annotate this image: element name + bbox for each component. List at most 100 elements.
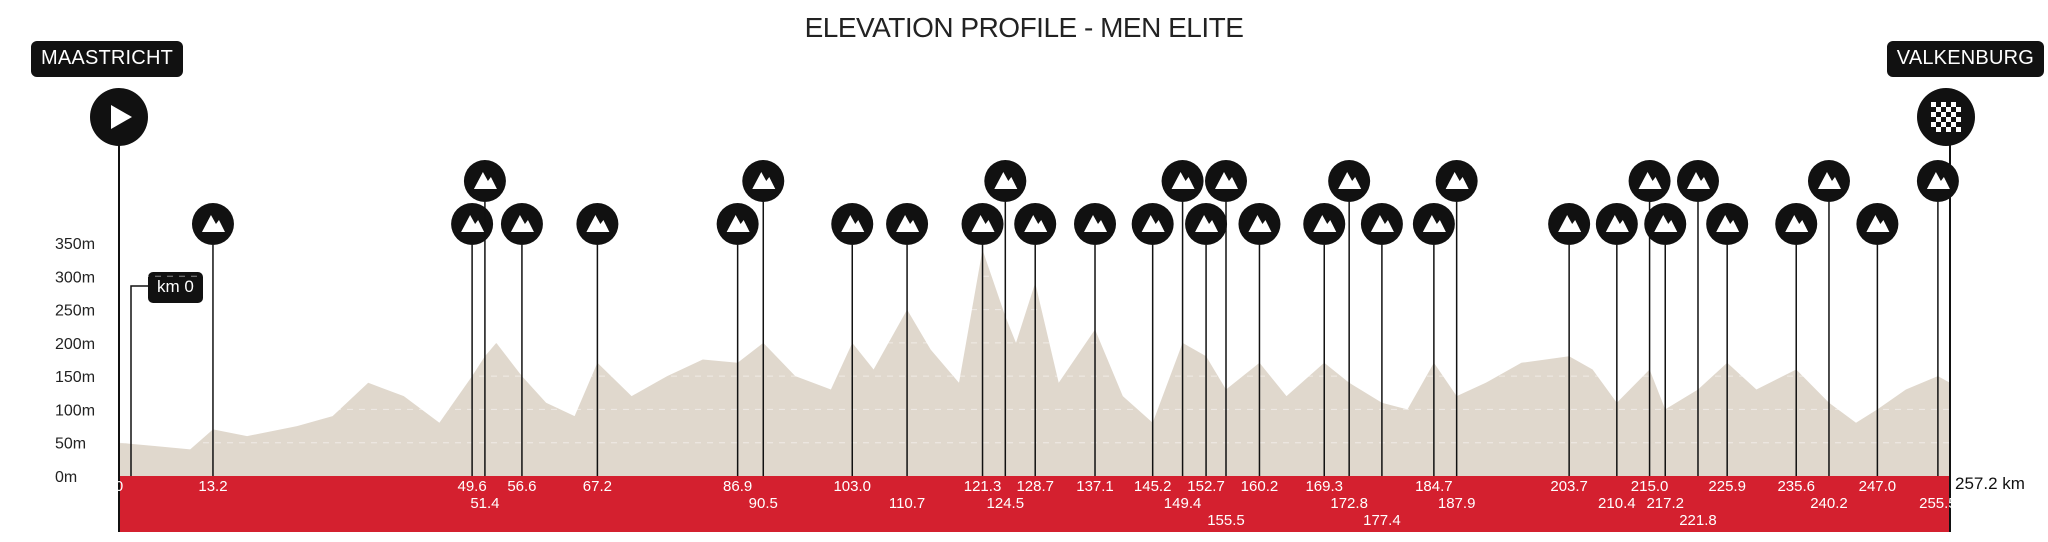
checkered-flag-square	[1951, 102, 1956, 107]
mountain-icon	[1084, 215, 1108, 232]
mountain-icon	[1024, 215, 1048, 232]
mountain-icon	[510, 215, 534, 232]
km-label: 90.5	[749, 495, 778, 512]
km-label: 247.0	[1859, 478, 1897, 495]
baseline-band	[119, 476, 1950, 532]
km-label: 110.7	[889, 495, 925, 512]
km-label: 215.0	[1631, 478, 1669, 495]
mountain-icon	[752, 172, 776, 189]
mountain-icon	[971, 215, 995, 232]
mountain-icon	[1654, 215, 1678, 232]
mountain-icon	[1171, 172, 1195, 189]
mountain-icon	[1558, 215, 1582, 232]
checkered-flag-square	[1941, 102, 1946, 107]
y-tick-label: 250m	[55, 303, 95, 320]
km-label: 177.4	[1363, 512, 1401, 529]
km-label: 160.2	[1241, 478, 1279, 495]
km-label: 169.3	[1305, 478, 1343, 495]
mountain-icon	[1215, 172, 1239, 189]
mountain-icon	[1195, 215, 1219, 232]
checkered-flag-square	[1956, 127, 1961, 132]
km-label: 86.9	[723, 478, 752, 495]
y-tick-label: 150m	[55, 369, 95, 386]
checkered-flag-square	[1941, 122, 1946, 127]
checkered-flag-square	[1956, 107, 1961, 112]
mountain-icon	[1141, 215, 1165, 232]
checkered-flag-square	[1936, 107, 1941, 112]
km-label: 210.4	[1598, 495, 1636, 512]
km0-connector	[130, 285, 148, 476]
km-label: 203.7	[1550, 478, 1588, 495]
km-label: 49.6	[457, 478, 486, 495]
km-label: 137.1	[1076, 478, 1114, 495]
checkered-flag-square	[1936, 117, 1941, 122]
mountain-icon	[1638, 172, 1662, 189]
checkered-flag-square	[1931, 102, 1936, 107]
checkered-flag-square	[1936, 127, 1941, 132]
checkered-flag-square	[1946, 107, 1951, 112]
km-label: 124.5	[987, 495, 1025, 512]
y-tick-label: 0m	[55, 469, 77, 486]
y-tick-label: 200m	[55, 336, 95, 353]
mountain-icon	[1817, 172, 1841, 189]
checkered-flag-square	[1946, 127, 1951, 132]
finish-location-label: VALKENBURG	[1886, 41, 2044, 77]
km-label: 128.7	[1016, 478, 1054, 495]
mountain-icon	[1605, 215, 1629, 232]
mountain-icon	[1248, 215, 1272, 232]
play-icon	[111, 105, 132, 129]
km-label: 51.4	[470, 495, 499, 512]
checkered-flag-square	[1951, 112, 1956, 117]
mountain-icon	[586, 215, 610, 232]
mountain-icon	[1422, 215, 1446, 232]
km-label: 255.5	[1919, 495, 1957, 512]
y-tick-label: 300m	[55, 269, 95, 286]
mountain-icon	[994, 172, 1018, 189]
km-label: 67.2	[583, 478, 612, 495]
mountain-icon	[896, 215, 920, 232]
mountain-icon	[1338, 172, 1362, 189]
mountain-icon	[1313, 215, 1337, 232]
y-tick-label: 50m	[55, 436, 86, 453]
km-label: 155.5	[1207, 512, 1245, 529]
km-label: 13.2	[198, 478, 227, 495]
mountain-icon	[1686, 172, 1710, 189]
km-label: 225.9	[1708, 478, 1746, 495]
mountain-icon	[461, 215, 485, 232]
km-label: 152.7	[1187, 478, 1225, 495]
checkered-flag-square	[1931, 112, 1936, 117]
km-label: 121.3	[964, 478, 1002, 495]
start-location-label: MAASTRICHT	[31, 41, 183, 77]
km-label: 240.2	[1810, 495, 1848, 512]
km-label: 149.4	[1164, 495, 1202, 512]
km0-label: km 0	[148, 272, 203, 303]
checkered-flag-square	[1931, 122, 1936, 127]
km-label: 221.8	[1679, 512, 1717, 529]
km-label: 217.2	[1646, 495, 1684, 512]
km-label: 56.6	[507, 478, 536, 495]
km-label: 172.8	[1330, 495, 1368, 512]
mountain-icon	[1866, 215, 1890, 232]
chart-title: ELEVATION PROFILE - MEN ELITE	[804, 12, 1244, 43]
mountain-icon	[841, 215, 865, 232]
mountain-icon	[1716, 215, 1740, 232]
km-label: 103.0	[833, 478, 871, 495]
mountain-icon	[201, 215, 225, 232]
km-label: 145.2	[1134, 478, 1172, 495]
checkered-flag-square	[1946, 117, 1951, 122]
mountain-icon	[726, 215, 750, 232]
mountain-icon	[1370, 215, 1394, 232]
y-tick-label: 350m	[55, 236, 95, 253]
mountain-icon	[473, 172, 497, 189]
mountain-icon	[1445, 172, 1469, 189]
checkered-flag-square	[1956, 117, 1961, 122]
mountain-icon	[1926, 172, 1950, 189]
y-tick-label: 100m	[55, 402, 95, 419]
checkered-flag-square	[1951, 122, 1956, 127]
total-distance-label: 257.2 km	[1955, 474, 2025, 493]
km-label: 184.7	[1415, 478, 1453, 495]
checkered-flag-square	[1941, 112, 1946, 117]
mountain-icon	[1785, 215, 1809, 232]
km-label: 0	[115, 478, 123, 495]
